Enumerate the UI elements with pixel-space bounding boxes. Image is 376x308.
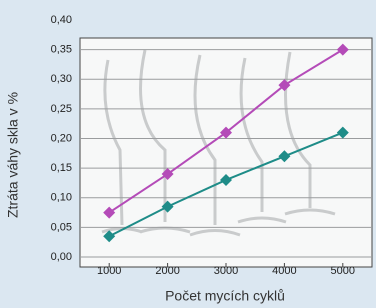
y-tick-label: 0,00 bbox=[51, 251, 72, 263]
y-tick-label: 0,10 bbox=[51, 192, 72, 204]
x-tick-label: 4000 bbox=[272, 265, 296, 277]
y-tick-label: 0,20 bbox=[51, 132, 72, 144]
x-tick-label: 3000 bbox=[214, 265, 238, 277]
y-axis-label: Ztráta váhy skla v % bbox=[5, 92, 21, 218]
y-tick-label: 0,05 bbox=[51, 221, 72, 233]
y-tick-label: 0,35 bbox=[51, 44, 72, 56]
y-tick-label: 0,15 bbox=[51, 162, 72, 174]
page: Počet mycích cyklů Ztráta váhy skla v % … bbox=[0, 0, 376, 308]
y-tick-label: 0,30 bbox=[51, 73, 72, 85]
y-tick-label: 0,40 bbox=[51, 14, 72, 26]
x-tick-label: 1000 bbox=[97, 265, 121, 277]
x-tick-label: 2000 bbox=[155, 265, 179, 277]
chart: Počet mycích cyklů Ztráta váhy skla v % … bbox=[0, 0, 376, 308]
x-tick-label: 5000 bbox=[331, 265, 355, 277]
x-axis-label: Počet mycích cyklů bbox=[165, 288, 285, 304]
y-tick-label: 0,25 bbox=[51, 103, 72, 115]
